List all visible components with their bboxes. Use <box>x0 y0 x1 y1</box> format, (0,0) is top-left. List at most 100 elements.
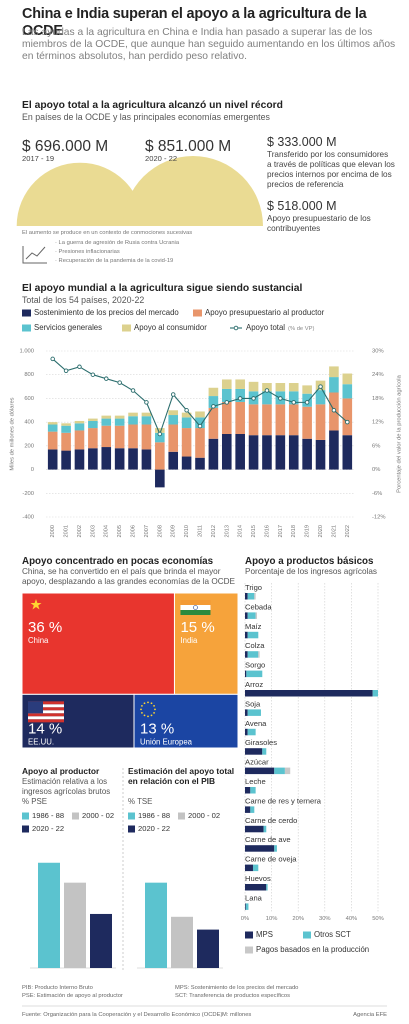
bar <box>181 456 192 470</box>
bar <box>245 806 251 813</box>
bar <box>288 404 299 436</box>
category-label: Maíz <box>245 622 262 631</box>
bar <box>101 418 112 426</box>
bar <box>342 373 353 385</box>
bar <box>221 379 232 389</box>
line-point <box>63 368 69 374</box>
category-label: China <box>28 636 49 645</box>
period-label: 2020 - 22 <box>145 154 177 163</box>
credit: Agencia EFE <box>353 1012 387 1018</box>
bar <box>128 448 138 470</box>
bar <box>245 593 248 600</box>
y-tick-label: 800 <box>24 372 34 378</box>
bar <box>181 417 192 429</box>
bar <box>245 690 373 697</box>
bar <box>245 728 248 736</box>
value-label: 15 % <box>180 619 214 636</box>
x-tick-label: 2021 <box>331 525 337 537</box>
bar <box>245 903 246 910</box>
bar <box>258 651 260 658</box>
bar <box>101 415 112 419</box>
category-label: Trigo <box>245 583 262 592</box>
chart-subtitle: Total de los 54 países, 2020-22 <box>22 295 145 305</box>
x-tick-label: 2014 <box>238 525 244 537</box>
x-tick-label: 2002 <box>77 525 83 537</box>
bar <box>114 448 125 470</box>
x-tick-label: 2000 <box>50 525 56 537</box>
bar <box>208 438 219 470</box>
line-point <box>278 396 283 401</box>
bar <box>302 406 312 439</box>
category-label: Soja <box>245 699 261 708</box>
x-tick-label: 20% <box>292 916 304 922</box>
title: China e India superan el apoyo a la agri… <box>22 6 367 40</box>
bar <box>245 670 247 678</box>
bar <box>275 383 286 392</box>
subtitle: Las ayudas a la agricultura en China e I… <box>22 27 396 62</box>
bar <box>245 651 248 658</box>
x-tick-label: 2003 <box>90 525 96 537</box>
bar <box>208 407 219 439</box>
line-point <box>117 380 122 385</box>
bar <box>90 913 112 968</box>
bar <box>250 787 256 794</box>
bar <box>47 424 58 432</box>
value-label: $ 696.000 M <box>22 138 108 155</box>
y-tick-label: -400 <box>22 515 34 521</box>
x-tick-label: 10% <box>266 916 278 922</box>
bar <box>195 417 205 429</box>
x-tick-label: 2015 <box>251 525 257 537</box>
bar <box>315 439 326 470</box>
legend-label: 2020 - 22 <box>138 824 170 833</box>
bar <box>88 428 98 449</box>
bar <box>88 418 98 421</box>
bar <box>275 435 286 470</box>
category-label: India <box>180 636 198 645</box>
bar <box>171 916 193 968</box>
x-tick-label: 30% <box>319 916 331 922</box>
bar <box>315 404 326 440</box>
bar <box>248 404 259 436</box>
x-tick-label: 2005 <box>117 525 123 537</box>
legend-label: Otros SCT <box>314 930 351 939</box>
line-point <box>345 419 350 425</box>
flag <box>28 716 64 720</box>
flag-star <box>150 702 153 705</box>
x-tick-label: 2012 <box>211 525 217 537</box>
legend-swatch <box>245 946 253 954</box>
bar <box>245 787 251 794</box>
legend-swatch <box>128 825 135 833</box>
legend-swatch <box>178 812 185 820</box>
bar <box>208 387 219 397</box>
bar <box>128 424 138 449</box>
y-tick-label: 1.000 <box>19 349 34 355</box>
legend-swatch <box>22 812 29 820</box>
bar <box>61 425 71 433</box>
semicircle <box>123 156 263 226</box>
category-label: Carne de res y ternera <box>245 796 322 805</box>
category-label: Carne de oveja <box>245 855 297 864</box>
line-point <box>77 364 82 370</box>
line-point <box>130 388 136 393</box>
line-point <box>224 400 230 405</box>
bar <box>262 748 267 755</box>
bar <box>88 420 98 429</box>
bar <box>88 448 98 470</box>
category-label: Sorgo <box>245 661 265 670</box>
flag-star <box>154 708 156 711</box>
chart-title: Apoyo concentrado en pocas economías <box>22 556 214 567</box>
bar <box>247 728 256 736</box>
chart-title: El apoyo mundial a la agricultura sigue … <box>22 283 303 294</box>
legend-swatch <box>72 812 79 820</box>
value-label: $ 851.000 M <box>145 138 231 155</box>
legend-swatch <box>22 825 29 833</box>
bar <box>247 709 261 716</box>
legend-label: Servicios generales <box>34 323 102 332</box>
line-point <box>144 400 149 405</box>
section-title: El apoyo total a la agricultura alcanzó … <box>22 100 283 111</box>
category-label: Huevos <box>245 874 271 883</box>
line-point <box>170 392 176 397</box>
category-label: Leche <box>245 777 266 786</box>
y2-tick-label: -6% <box>372 491 382 497</box>
